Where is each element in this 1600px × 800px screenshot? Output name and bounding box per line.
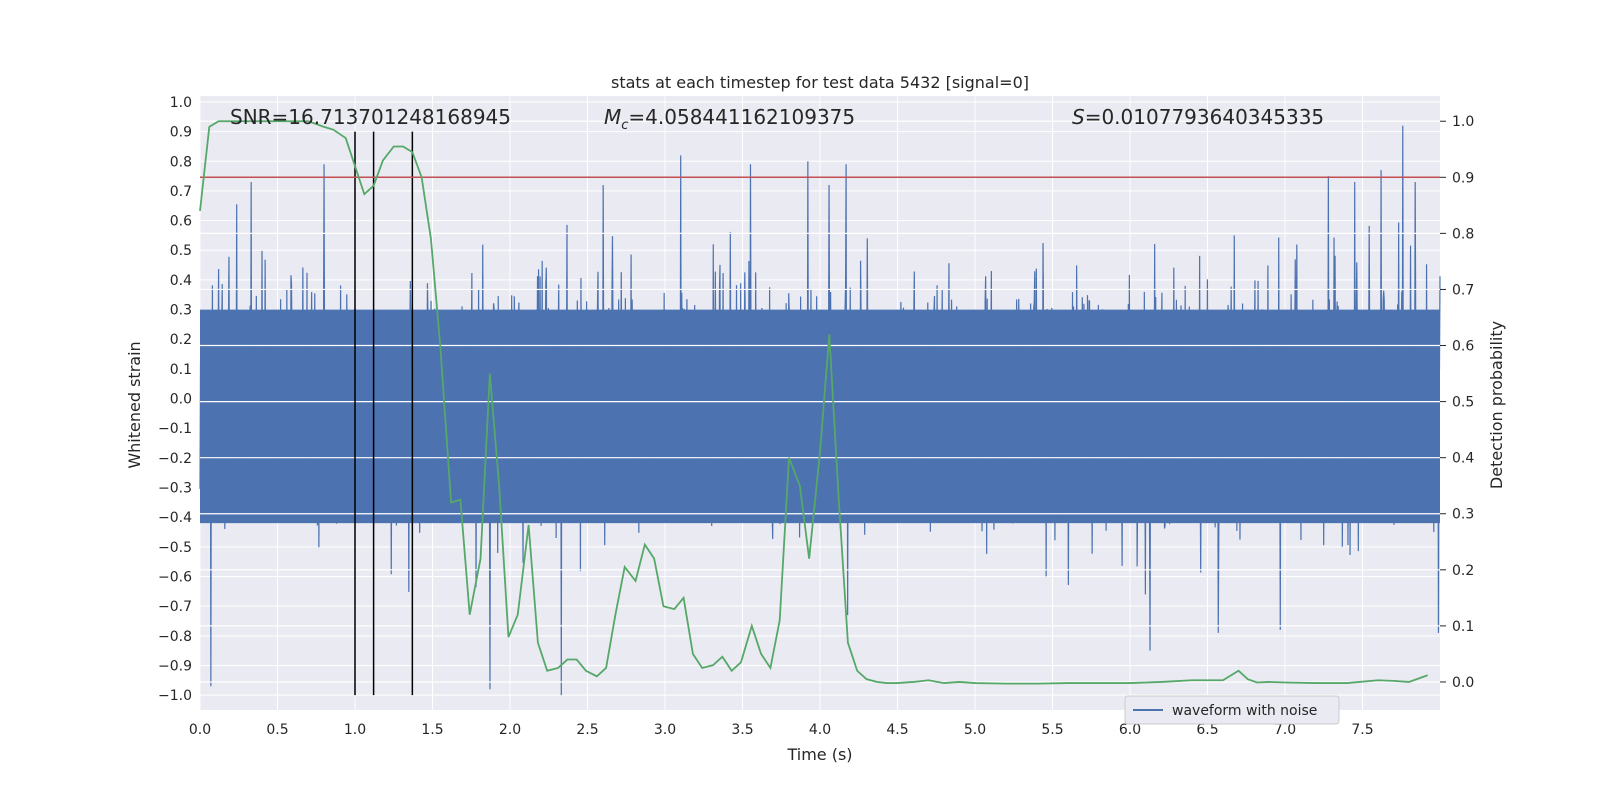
x-tick-label: 3.5 [731, 722, 753, 738]
y2-tick-label: 0.7 [1452, 282, 1474, 298]
x-tick-label: 2.5 [576, 722, 598, 738]
y-tick-label: −0.2 [158, 451, 192, 467]
x-axis-label: Time (s) [786, 745, 852, 764]
probability-series [199, 120, 1428, 685]
x-tick-label: 6.0 [1119, 722, 1141, 738]
x-tick-label: 7.5 [1351, 722, 1373, 738]
s-symbol: S [1072, 105, 1085, 129]
x-tick-label: 3.0 [654, 722, 676, 738]
chirp-mass-annotation: Mc=4.058441162109375 [604, 105, 855, 133]
y-tick-label: 0.6 [170, 214, 192, 230]
y-tick-label: −0.9 [158, 659, 192, 675]
x-tick-label: 5.0 [964, 722, 986, 738]
y2-axis-label: Detection probability [1487, 321, 1506, 489]
chart-title: stats at each timestep for test data 543… [611, 73, 1029, 92]
x-tick-label: 1.0 [344, 722, 366, 738]
y-tick-label: 0.7 [170, 184, 192, 200]
chirp-mass-symbol: M [604, 105, 621, 129]
probability-line [199, 120, 1428, 685]
x-tick-label: 4.0 [809, 722, 831, 738]
y-tick-label: 0.2 [170, 332, 192, 348]
y-tick-label: −0.6 [158, 570, 192, 586]
y-tick-label: 0.9 [170, 125, 192, 141]
legend-box [1124, 695, 1340, 725]
y-tick-label: −0.3 [158, 481, 192, 497]
y-axis-label: Whitened strain [125, 341, 144, 468]
x-axis-ticks: 0.0 0.5 1.0 1.5 2.0 2.5 3.0 3.5 4.0 4.5 5.0 5.5 6.0 6… [189, 722, 1374, 738]
y-tick-label: 1.0 [170, 95, 192, 111]
y2-tick-label: 0.5 [1452, 395, 1474, 411]
y-tick-label: −0.7 [158, 599, 192, 615]
y2-axis-ticks: 1.0 0.9 0.8 0.7 0.6 0.5 0.4 0.3 0.2 0.1 0.0 [1440, 114, 1474, 691]
chirp-mass-subscript: c [621, 118, 628, 133]
x-tick-label: 2.0 [499, 722, 521, 738]
y2-tick-label: 0.4 [1452, 451, 1474, 467]
x-tick-label: 4.5 [886, 722, 908, 738]
x-tick-label: 7.0 [1274, 722, 1296, 738]
y-axis-ticks: 1.0 0.9 0.8 0.7 0.6 0.5 0.4 0.3 0.2 0.1 0.0 −0.1 −0.… [158, 95, 192, 704]
y2-tick-label: 0.8 [1452, 226, 1474, 242]
y2-tick-label: 0.6 [1452, 339, 1474, 355]
y-tick-label: −0.1 [158, 421, 192, 437]
y-tick-label: 0.1 [170, 362, 192, 378]
snr-annotation: SNR=16.713701248168945 [230, 105, 511, 129]
y-tick-label: −0.8 [158, 629, 192, 645]
s-value: =0.0107793640345335 [1085, 105, 1324, 129]
y-tick-label: 0.8 [170, 154, 192, 170]
y2-tick-label: 0.3 [1452, 507, 1474, 523]
x-tick-label: 5.5 [1041, 722, 1063, 738]
y2-tick-label: 1.0 [1452, 114, 1474, 130]
y-tick-label: −0.5 [158, 540, 192, 556]
x-tick-label: 0.0 [189, 722, 211, 738]
vertical-lines [354, 131, 414, 696]
waveform-line [199, 125, 1441, 696]
y-tick-label: −0.4 [158, 510, 192, 526]
s-annotation: S=0.0107793640345335 [1072, 105, 1324, 129]
y2-tick-label: 0.9 [1452, 170, 1474, 186]
y-tick-label: 0.4 [170, 273, 192, 289]
y-tick-label: 0.5 [170, 243, 192, 259]
y2-tick-label: 0.2 [1452, 563, 1474, 579]
y-tick-label: 0.0 [170, 392, 192, 408]
y-tick-label: 0.3 [170, 303, 192, 319]
x-tick-label: 0.5 [266, 722, 288, 738]
x-tick-label: 1.5 [421, 722, 443, 738]
chirp-mass-value: =4.058441162109375 [628, 105, 855, 129]
legend: waveform with noise [1124, 695, 1340, 725]
y-tick-label: −1.0 [158, 688, 192, 704]
x-tick-label: 6.5 [1196, 722, 1218, 738]
y2-tick-label: 0.1 [1452, 619, 1474, 635]
y2-tick-label: 0.0 [1452, 675, 1474, 691]
legend-label: waveform with noise [1172, 703, 1317, 719]
